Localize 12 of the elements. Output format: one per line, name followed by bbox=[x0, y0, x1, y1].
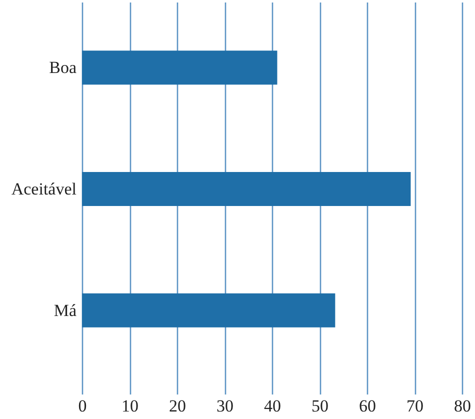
x-tick-label: 20 bbox=[169, 396, 186, 416]
x-tick-label: 30 bbox=[216, 396, 234, 416]
x-tick-label: 70 bbox=[406, 396, 424, 416]
y-tick-label: Boa bbox=[49, 58, 77, 78]
x-tick-label: 40 bbox=[264, 396, 281, 416]
y-tick-label: Má bbox=[54, 300, 77, 320]
y-tick-label: Aceitável bbox=[11, 180, 77, 198]
x-tick-label: 10 bbox=[122, 396, 138, 416]
x-tick-label: 80 bbox=[454, 396, 471, 416]
x-tick-label: 50 bbox=[312, 396, 328, 416]
x-tick-label: 60 bbox=[359, 396, 376, 416]
x-tick-label: 0 bbox=[78, 396, 87, 416]
